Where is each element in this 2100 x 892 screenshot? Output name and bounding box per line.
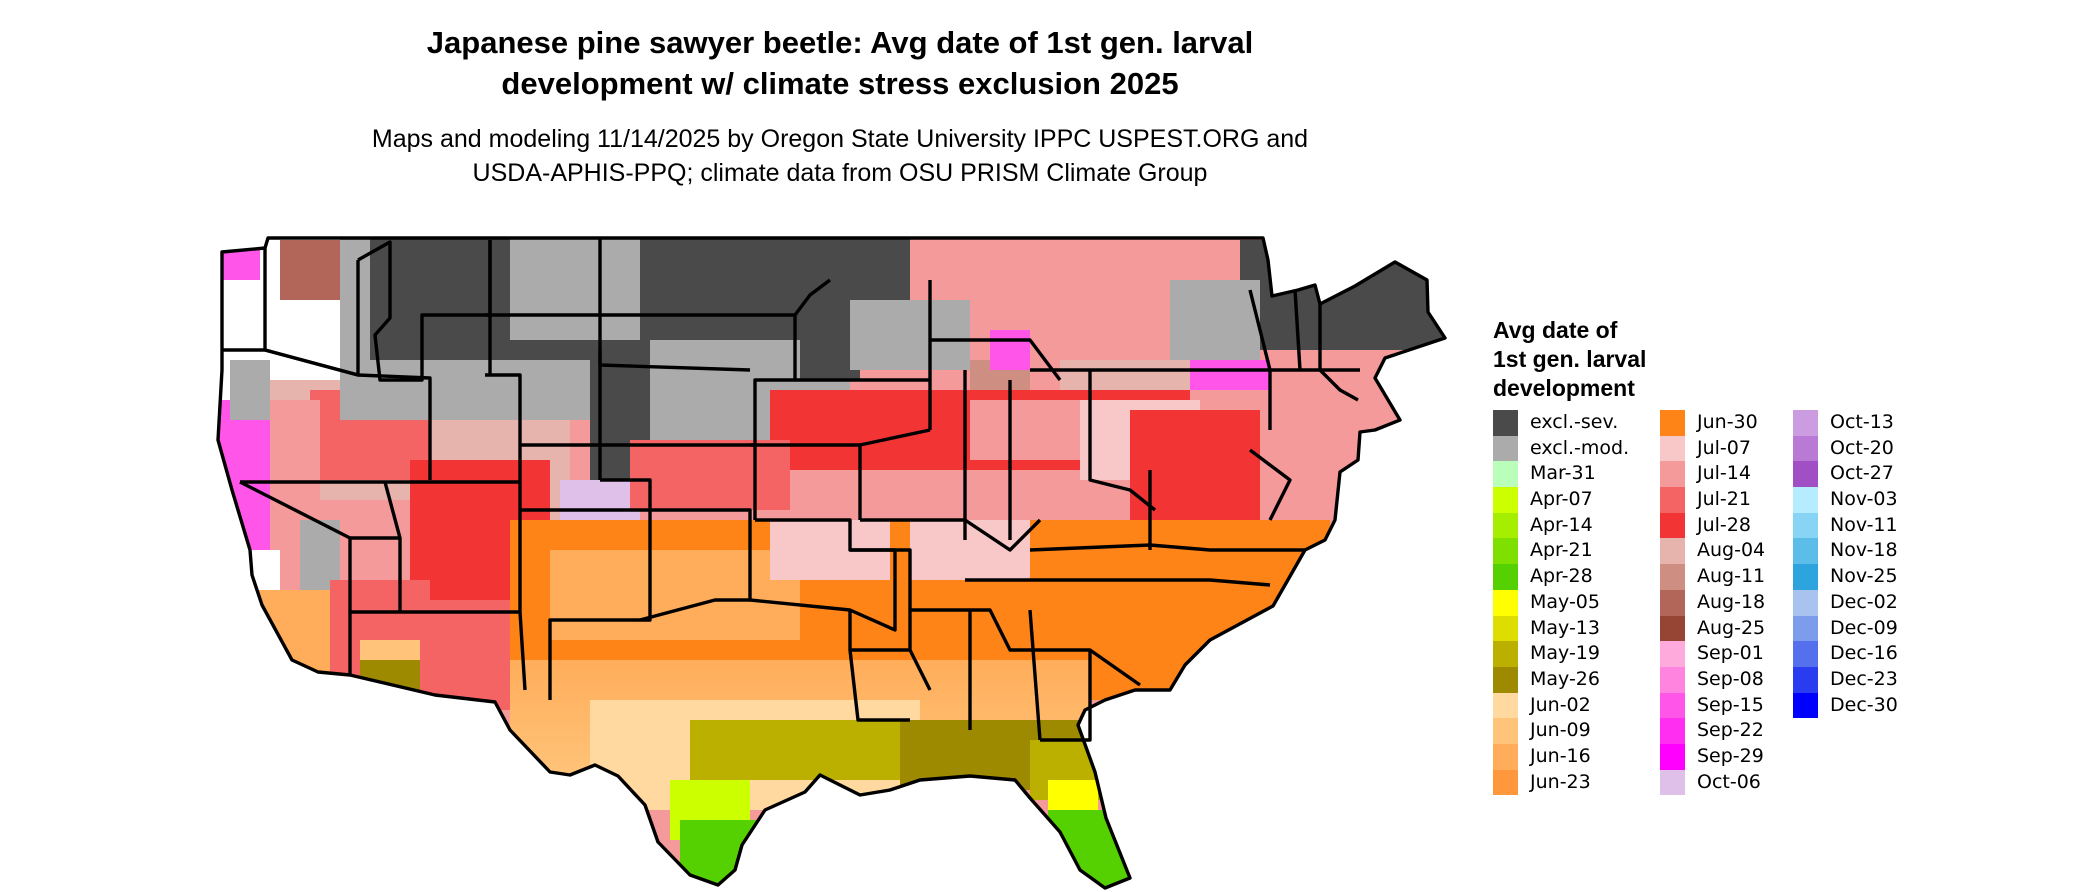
- legend-swatch: [1793, 487, 1818, 513]
- map-title-line-1: Japanese pine sawyer beetle: Avg date of…: [426, 25, 1254, 60]
- legend-swatch: [1660, 461, 1685, 488]
- legend-swatch: [1493, 487, 1518, 513]
- legend-swatch: [1793, 512, 1818, 539]
- legend-label: excl.-mod.: [1530, 436, 1630, 459]
- legend-swatch: [1660, 512, 1685, 539]
- legend-label: Jun-09: [1530, 719, 1591, 742]
- legend-label: Aug-18: [1697, 590, 1766, 613]
- legend-swatch: [1660, 589, 1685, 616]
- larval-date-raster: [218, 238, 1445, 888]
- legend-label: Nov-25: [1830, 565, 1898, 588]
- legend-swatch: [1660, 435, 1685, 462]
- legend-label: Jun-23: [1530, 770, 1591, 793]
- legend-label: Sep-29: [1697, 744, 1764, 767]
- map-subtitle: Maps and modeling 11/14/2025 by Oregon S…: [0, 122, 1680, 190]
- legend-swatch: [1660, 718, 1685, 744]
- legend-label: Apr-21: [1530, 539, 1593, 562]
- legend-swatch: [1493, 718, 1518, 744]
- legend-swatch: [1660, 538, 1685, 565]
- legend-label: May-26: [1530, 667, 1600, 690]
- legend-label: Dec-16: [1830, 642, 1898, 665]
- legend-label: Dec-30: [1830, 693, 1898, 716]
- map-title-line-2: development w/ climate stress exclusion …: [501, 66, 1179, 101]
- legend-title-line: Avg date of: [1493, 317, 1618, 343]
- legend-label: Apr-07: [1530, 488, 1593, 511]
- legend-swatch: [1493, 743, 1518, 770]
- legend-swatch: [1660, 615, 1685, 642]
- legend-title: Avg date of 1st gen. larval development: [1493, 316, 1646, 403]
- legend-swatch: [1660, 641, 1685, 667]
- legend-swatch: [1793, 589, 1818, 616]
- legend-label: Jun-16: [1530, 744, 1591, 767]
- legend-label: Jun-02: [1530, 693, 1591, 716]
- legend-swatch: [1493, 435, 1518, 462]
- legend-title-line: development: [1493, 375, 1635, 401]
- legend-swatch: [1493, 666, 1518, 693]
- legend-swatch: [1493, 512, 1518, 539]
- legend-label: Nov-18: [1830, 539, 1898, 562]
- legend-title-line: 1st gen. larval: [1493, 346, 1647, 372]
- legend-swatch: [1793, 461, 1818, 488]
- legend-label: Dec-02: [1830, 590, 1898, 613]
- map-subtitle-line-2: USDA-APHIS-PPQ; climate data from OSU PR…: [472, 159, 1208, 187]
- legend-swatch: [1793, 615, 1818, 642]
- legend-swatch: [1660, 564, 1685, 590]
- legend-label: May-19: [1530, 642, 1600, 665]
- legend-swatch: [1793, 666, 1818, 693]
- legend-swatch: [1493, 461, 1518, 488]
- map-title: Japanese pine sawyer beetle: Avg date of…: [0, 22, 1680, 104]
- legend-label: Jul-14: [1697, 462, 1751, 485]
- legend-label: Oct-20: [1830, 436, 1894, 459]
- legend-label: Sep-22: [1697, 719, 1764, 742]
- legend-swatch: [1793, 564, 1818, 590]
- legend-swatch: [1493, 410, 1518, 436]
- legend-swatch: [1493, 641, 1518, 667]
- legend-swatch: [1493, 692, 1518, 719]
- state-boundaries: [216, 236, 1447, 890]
- legend-label: Jul-21: [1697, 488, 1751, 511]
- legend-swatch: [1793, 692, 1818, 719]
- legend-swatch: [1660, 666, 1685, 693]
- legend-label: Sep-15: [1697, 693, 1764, 716]
- legend-swatch: [1793, 435, 1818, 462]
- legend-label: Sep-08: [1697, 667, 1764, 690]
- legend-swatch: [1660, 410, 1685, 436]
- legend-swatch: [1493, 589, 1518, 616]
- legend-label: excl.-sev.: [1530, 411, 1619, 433]
- legend-swatch: [1660, 692, 1685, 719]
- legend-label: Jun-30: [1697, 411, 1758, 433]
- legend-label: Aug-04: [1697, 539, 1766, 562]
- legend-swatch: [1660, 769, 1685, 796]
- legend-label: Jul-28: [1697, 513, 1751, 536]
- legend-swatch: [1660, 743, 1685, 770]
- legend-label: Aug-25: [1697, 616, 1766, 639]
- legend-label: Nov-11: [1830, 513, 1898, 536]
- legend-swatch: [1493, 769, 1518, 796]
- legend-label: Oct-13: [1830, 411, 1894, 433]
- legend-label: Oct-27: [1830, 462, 1894, 485]
- legend-label: Sep-01: [1697, 642, 1764, 665]
- map-subtitle-line-1: Maps and modeling 11/14/2025 by Oregon S…: [371, 125, 1309, 153]
- legend-swatch: [1793, 538, 1818, 565]
- legend-swatch: [1793, 641, 1818, 667]
- us-map-svg: [216, 236, 1447, 890]
- legend-swatch: [1493, 615, 1518, 642]
- legend-label: Apr-28: [1530, 565, 1593, 588]
- legend-swatch: [1793, 410, 1818, 436]
- legend-label: Mar-31: [1530, 462, 1596, 485]
- legend-swatch: [1493, 538, 1518, 565]
- legend-label: Dec-09: [1830, 616, 1898, 639]
- legend-label: Oct-06: [1697, 770, 1761, 793]
- legend-label: Nov-03: [1830, 488, 1898, 511]
- legend-label: May-05: [1530, 590, 1600, 613]
- legend-label: Apr-14: [1530, 513, 1593, 536]
- legend-label: Jul-07: [1697, 436, 1751, 459]
- legend-label: May-13: [1530, 616, 1600, 639]
- legend-label: Aug-11: [1697, 565, 1766, 588]
- legend-swatch: [1660, 487, 1685, 513]
- legend-swatch: [1493, 564, 1518, 590]
- us-map: [210, 220, 1470, 892]
- legend-label: Dec-23: [1830, 667, 1898, 690]
